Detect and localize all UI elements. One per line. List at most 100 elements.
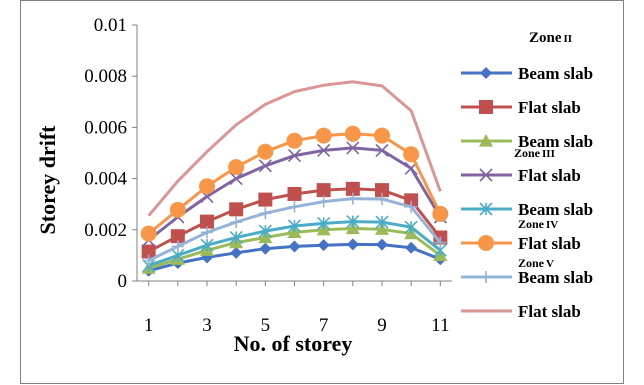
y-tick-label: 0: [118, 271, 128, 292]
data-point: [230, 246, 243, 259]
zone-label: Zone III: [514, 146, 555, 160]
data-point: [199, 178, 215, 195]
y-tick-labels: 0 0.002 0.004 0.006 0.008 0.01: [84, 15, 127, 292]
data-point: [345, 181, 360, 196]
data-point: [140, 225, 157, 242]
legend-entry: Flat slab: [461, 302, 581, 321]
data-point: [316, 183, 331, 198]
legend-marker: [480, 67, 492, 79]
data-point: [405, 241, 418, 254]
series-3: [141, 221, 448, 274]
data-point: [170, 229, 185, 244]
legend-label: Beam slab: [518, 268, 593, 287]
legend-entry: Beam slab: [461, 132, 593, 151]
legend-entry: Beam slab: [461, 64, 593, 83]
zone-label: Zone II: [529, 30, 572, 46]
data-point: [317, 143, 331, 158]
data-point: [434, 236, 447, 249]
data-point: [376, 238, 388, 251]
data-point: [288, 240, 301, 253]
data-point: [288, 200, 301, 213]
x-tick-label: 3: [202, 315, 212, 336]
x-tick-label: 1: [144, 315, 154, 336]
legend-marker: [479, 100, 493, 114]
x-tick-labels: 1 3 5 7 9 11: [144, 315, 450, 336]
legend-label: Flat slab: [518, 234, 581, 253]
data-point: [287, 148, 302, 163]
legend-label: Beam slab: [518, 64, 593, 83]
data-point: [259, 207, 272, 220]
legend-marker: [480, 271, 492, 283]
legend-marker: [479, 168, 493, 182]
x-tick-label: 7: [319, 315, 329, 336]
series-line: [147, 80, 442, 217]
axes: [132, 24, 452, 286]
y-tick-label: 0.008: [84, 66, 127, 87]
legend-entry: Beam slab: [461, 200, 593, 219]
data-point: [405, 200, 418, 213]
zone-label: Zone V: [518, 256, 554, 270]
y-tick-label: 0.006: [84, 117, 127, 138]
data-point: [403, 146, 420, 163]
x-axis-title: No. of storey: [234, 331, 353, 356]
series-6: [140, 125, 449, 242]
data-point: [375, 222, 389, 235]
data-point: [317, 239, 330, 252]
legend-entry: Flat slab: [461, 234, 581, 253]
x-tick-label: 5: [261, 315, 271, 336]
data-point: [346, 141, 360, 155]
data-point: [315, 127, 332, 144]
data-point: [201, 226, 213, 239]
legend-label: Flat slab: [518, 302, 581, 321]
data-point: [375, 143, 389, 158]
data-point: [375, 215, 389, 229]
data-point: [230, 216, 243, 229]
data-point: [345, 221, 360, 235]
data-point: [229, 202, 244, 217]
series-line: [147, 132, 442, 235]
data-point: [141, 244, 156, 259]
data-point: [317, 216, 331, 230]
zone-label: Zone IV: [518, 217, 558, 231]
data-point: [404, 220, 418, 234]
data-point: [287, 186, 302, 201]
data-point: [346, 192, 359, 205]
legend-label: Flat slab: [518, 98, 581, 117]
data-point: [258, 192, 273, 207]
series-2: [141, 181, 448, 259]
x-tick-label: 9: [377, 315, 387, 336]
data-point: [200, 238, 214, 252]
y-tick-label: 0.01: [94, 15, 127, 36]
data-point: [404, 193, 419, 208]
legend: Beam slab Flat slab Beam slab Flat slab Beam…: [461, 30, 593, 321]
data-point: [257, 143, 274, 160]
data-point: [317, 195, 330, 208]
data-point: [142, 254, 155, 267]
data-point: [229, 230, 243, 245]
data-point: [286, 132, 303, 149]
data-point: [374, 127, 390, 144]
x-tick-label: 11: [431, 315, 449, 336]
legend-label: Beam slab: [518, 132, 593, 151]
data-point: [200, 214, 214, 229]
legend-marker: [479, 202, 493, 216]
y-tick-label: 0.004: [84, 169, 127, 190]
data-point: [344, 125, 361, 142]
data-point: [346, 238, 359, 251]
data-point: [376, 193, 388, 206]
data-point: [169, 201, 186, 218]
data-point: [171, 240, 184, 253]
data-point: [287, 219, 302, 233]
data-point: [432, 205, 449, 222]
legend-label: Flat slab: [518, 166, 581, 185]
legend-label: Beam slab: [518, 200, 593, 219]
data-point: [375, 183, 389, 198]
data-point: [258, 159, 272, 173]
data-point: [259, 242, 272, 255]
y-tick-label: 0.002: [84, 220, 127, 241]
legend-marker: [479, 134, 493, 147]
series-7: [142, 192, 447, 267]
legend-entry: Flat slab: [461, 98, 581, 117]
data-point: [258, 224, 272, 238]
